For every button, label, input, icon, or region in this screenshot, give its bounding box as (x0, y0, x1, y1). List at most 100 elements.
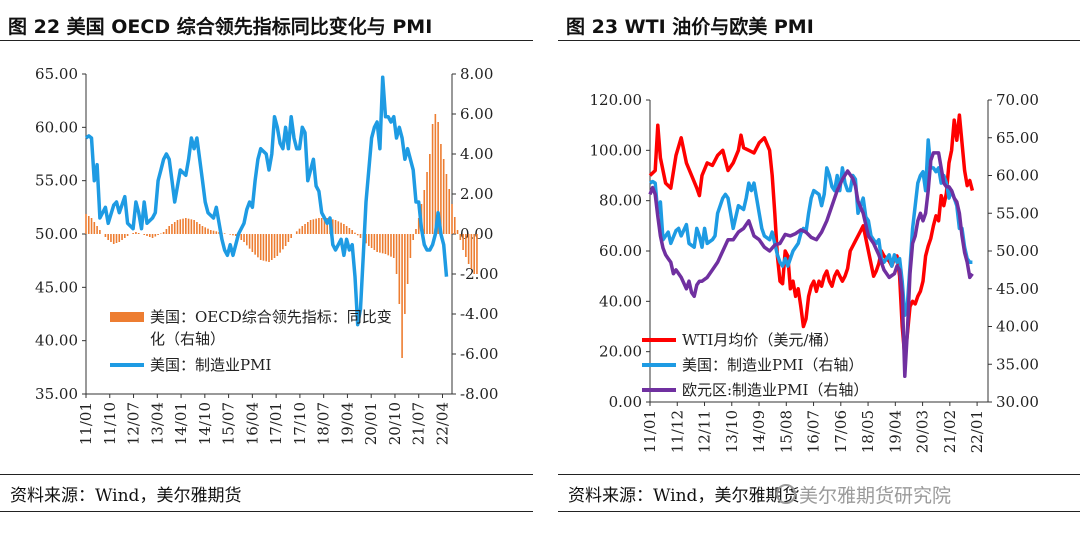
bar (240, 234, 243, 240)
bar (345, 226, 348, 234)
y-tick-label-left: 65.00 (35, 65, 78, 83)
source-note: 资料来源：Wind，美尔雅期货 (10, 486, 242, 506)
bar (112, 234, 115, 244)
source-bar: 资料来源：Wind，美尔雅期货 美尔雅期货研究院 (558, 474, 1080, 512)
bar (162, 232, 165, 234)
bar (115, 234, 118, 243)
bar (151, 234, 154, 238)
watermark: 美尔雅期货研究院 (776, 481, 951, 508)
bar (279, 234, 281, 253)
bar (395, 234, 398, 274)
x-tick-label: 22/01 (968, 410, 986, 453)
x-tick-label: 18/07 (315, 402, 333, 445)
bar (154, 234, 157, 237)
bar (87, 216, 90, 234)
y-tick-label-right: 65.00 (996, 129, 1039, 147)
bar (215, 231, 218, 234)
bar (476, 234, 478, 274)
source-bar: 资料来源：Wind，美尔雅期货 (0, 474, 533, 512)
legend-swatch (110, 312, 144, 322)
y-tick-label-right: 55.00 (996, 204, 1039, 222)
x-tick-label: 12/11 (696, 410, 714, 453)
bar (434, 114, 437, 234)
bar (429, 154, 431, 234)
bar (404, 234, 406, 314)
y-tick-label-left: 60.00 (35, 118, 78, 136)
bar (212, 230, 215, 234)
watermark-text: 美尔雅期货研究院 (799, 485, 952, 507)
bar (384, 234, 387, 254)
x-tick-label: 20/10 (386, 402, 404, 445)
y-tick-label-left: 45.00 (35, 278, 78, 296)
bar (193, 220, 195, 234)
bar (204, 227, 207, 234)
legend-label: 美国：OECD综合领先指标：同比变 (150, 308, 392, 326)
y-tick-label-left: 40.00 (599, 292, 642, 310)
x-tick-label: 17/01 (267, 402, 285, 445)
legend-label: 化（右轴） (150, 330, 225, 348)
bar (304, 224, 306, 234)
bar (379, 234, 381, 253)
bar (453, 217, 456, 234)
bar (251, 234, 254, 252)
bar (334, 220, 337, 234)
bar (301, 226, 304, 234)
bar (90, 218, 93, 234)
y-tick-label-right: 45.00 (996, 280, 1039, 298)
bar (426, 172, 428, 234)
bar (207, 228, 209, 234)
bar (465, 234, 467, 257)
bar (99, 230, 101, 234)
bar (442, 159, 445, 234)
y-tick-label-right: 30.00 (996, 393, 1039, 411)
bar (387, 234, 390, 256)
bar (201, 226, 204, 234)
x-tick-label: 15/08 (777, 410, 795, 453)
y-tick-label-left: 80.00 (599, 192, 642, 210)
x-tick-label: 22/04 (433, 402, 451, 445)
bar (323, 218, 326, 234)
x-tick-label: 13/04 (148, 402, 166, 445)
bar (340, 222, 342, 234)
bar (287, 234, 290, 242)
x-tick-label: 16/07 (805, 410, 823, 453)
bar (343, 224, 345, 234)
bar (473, 234, 475, 274)
bar (451, 204, 453, 234)
bar (124, 234, 126, 238)
bar (246, 234, 248, 246)
y-tick-label-right: -4.00 (460, 305, 498, 323)
bar (370, 234, 373, 248)
bar (298, 228, 301, 234)
figure-title-bar: 图 23 WTI 油价与欧美 PMI (558, 6, 1080, 41)
bar (179, 219, 182, 234)
bar (146, 234, 148, 236)
bar (390, 234, 392, 257)
x-tick-label: 19/04 (338, 402, 356, 445)
bar (356, 234, 359, 236)
bar (126, 234, 129, 236)
bar (96, 226, 98, 234)
chart-panel-right: 图 23 WTI 油价与欧美 PMI 120.00 100.00 80.00 60.0… (558, 0, 1080, 540)
bar (262, 234, 265, 261)
bar (307, 222, 309, 234)
series-line (84, 75, 449, 327)
bar (173, 222, 176, 234)
y-tick-label-right: 50.00 (996, 242, 1039, 260)
bar (121, 234, 123, 240)
bar (312, 219, 315, 234)
bar (282, 234, 284, 250)
bar (223, 233, 226, 234)
bar (318, 218, 320, 234)
bar (232, 234, 234, 236)
y-tick-label-right: 35.00 (996, 355, 1039, 373)
y-tick-label-left: 50.00 (35, 225, 78, 243)
bar (143, 234, 146, 235)
bar (459, 234, 462, 240)
bar (268, 234, 270, 262)
bar (326, 218, 329, 234)
bar (456, 230, 459, 234)
y-tick-label-right: 60.00 (996, 167, 1039, 185)
y-tick-label-left: 60.00 (599, 242, 642, 260)
bar (284, 234, 287, 246)
